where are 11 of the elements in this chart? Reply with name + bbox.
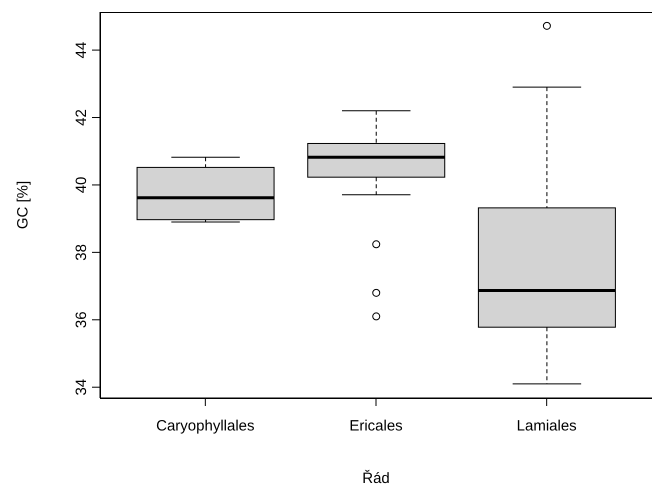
x-tick-label: Ericales: [349, 418, 403, 435]
y-tick-label: 34: [73, 378, 90, 396]
y-tick-label: 36: [73, 311, 90, 328]
x-tick-label: Lamiales: [516, 418, 577, 435]
y-tick-label: 38: [73, 244, 90, 261]
y-tick-label: 44: [73, 42, 90, 58]
y-tick-label: 42: [73, 109, 90, 126]
x-axis-title: Řád: [362, 469, 390, 487]
y-tick-label: 40: [73, 176, 90, 194]
x-tick-label: Caryophyllales: [156, 418, 255, 435]
y-axis-title: GC [%]: [14, 180, 32, 230]
